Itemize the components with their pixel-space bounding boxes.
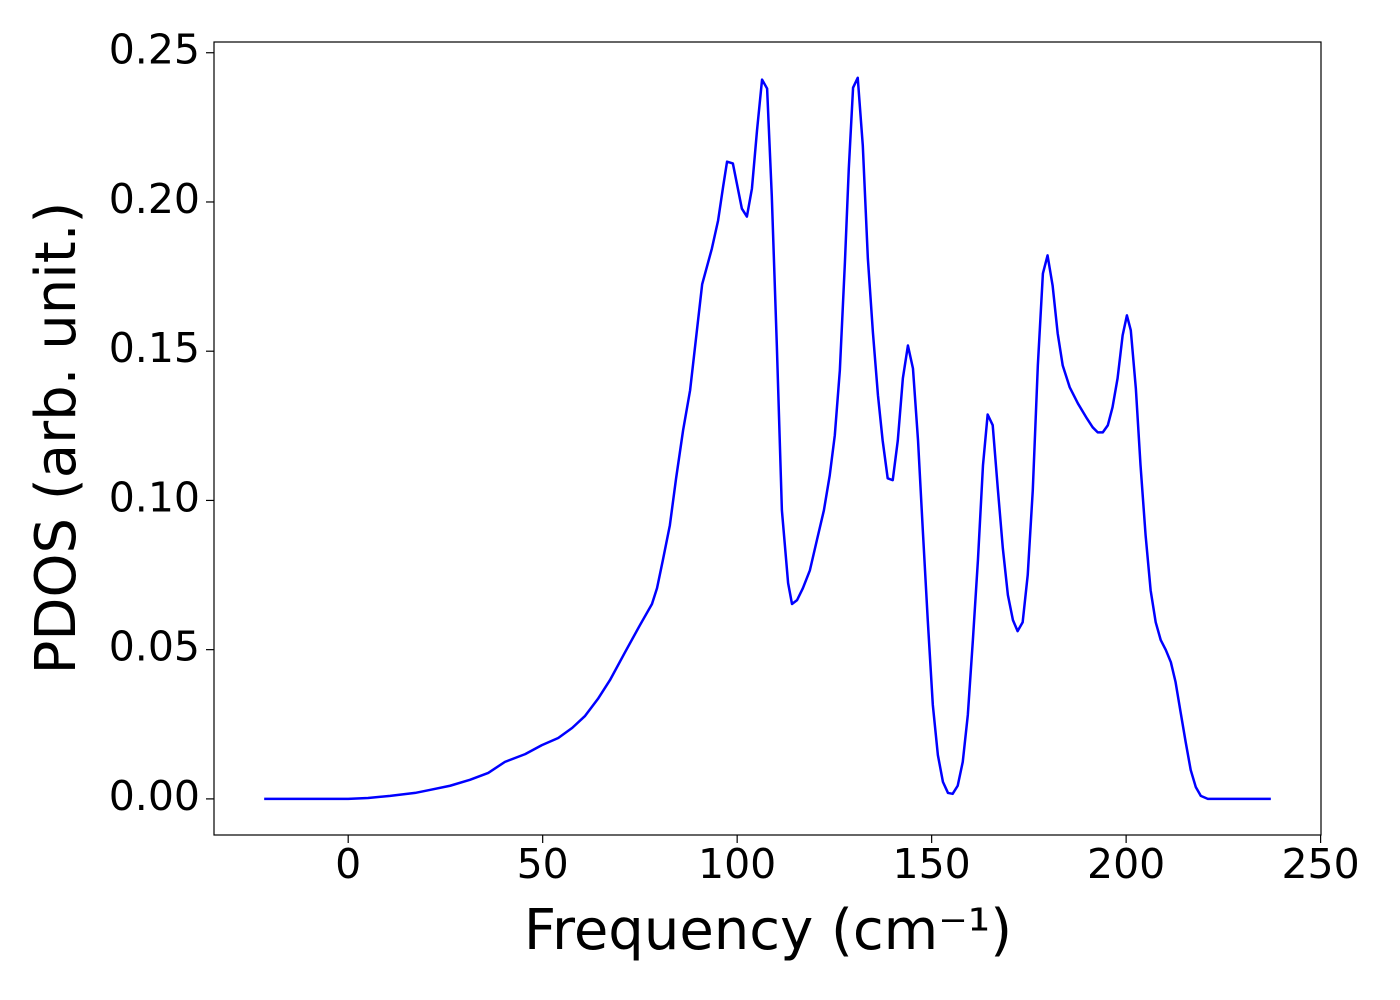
y-tick-label: 0.25 [109,26,200,74]
x-tick-label: 250 [1281,840,1359,888]
x-tick-label: 200 [1087,840,1165,888]
x-tick-label: 0 [335,840,361,888]
x-tick-label: 150 [893,840,971,888]
y-tick-label: 0.15 [109,324,200,372]
x-axis-label: Frequency (cm⁻¹) [524,898,1012,963]
data-line [264,76,1271,801]
plot-frame [213,41,1322,836]
x-tick-label: 50 [517,840,569,888]
y-tick-label: 0.20 [109,175,200,223]
y-axis-label: PDOS (arb. unit.) [24,202,89,675]
x-tick-label: 100 [698,840,776,888]
y-tick-label: 0.10 [109,473,200,521]
y-tick-label: 0.05 [109,623,200,671]
y-tick-label: 0.00 [109,772,200,820]
